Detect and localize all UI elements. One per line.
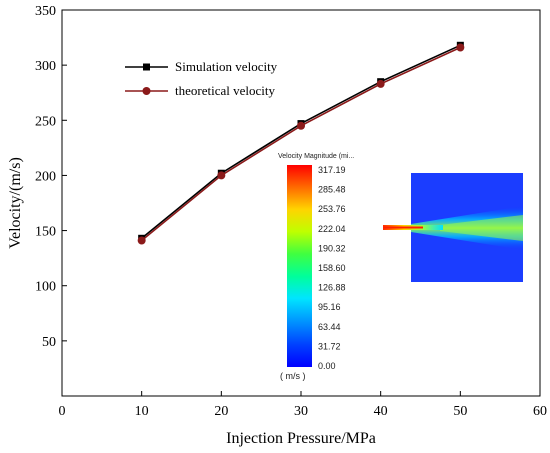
y-tick-label: 150 — [35, 225, 56, 240]
colorbar-labels: 317.19 285.48 253.76 222.04 190.32 158.60 126.… — [318, 165, 346, 371]
legend: Simulation velocity theoretical velocity — [125, 59, 278, 98]
x-tick-label: 0 — [59, 404, 66, 419]
colorbar-title: Velocity Magnitude (mi... — [278, 153, 354, 160]
theoretical-point — [376, 79, 385, 88]
series-layer — [137, 41, 465, 245]
colorbar-label: 317.19 — [318, 165, 346, 175]
colorbar-label: 285.48 — [318, 185, 346, 195]
theoretical-point — [137, 236, 146, 245]
x-axis: 0 10 20 30 40 50 60 — [59, 391, 547, 419]
colorbar — [287, 165, 312, 367]
colorbar-label: 222.04 — [318, 224, 346, 234]
colorbar-label: 0.00 — [318, 361, 336, 371]
x-tick-label: 40 — [374, 404, 388, 419]
colorbar-label: 190.32 — [318, 243, 346, 253]
x-tick-label: 20 — [214, 404, 228, 419]
y-tick-label: 50 — [42, 335, 56, 350]
x-axis-title: Injection Pressure/MPa — [226, 430, 376, 447]
x-tick-label: 10 — [135, 404, 149, 419]
y-tick-label: 200 — [35, 169, 56, 184]
legend-marker-square — [143, 63, 150, 71]
y-tick-label: 300 — [35, 59, 56, 74]
colorbar-label: 126.88 — [318, 283, 346, 293]
colorbar-label: 158.60 — [318, 263, 346, 273]
y-axis: 50 100 150 200 250 300 350 — [35, 4, 67, 350]
colorbar-label: 63.44 — [318, 322, 341, 332]
colorbar-label: 253.76 — [318, 204, 346, 214]
x-tick-label: 60 — [533, 404, 547, 419]
theoretical-point — [297, 121, 305, 130]
legend-label-theoretical: theoretical velocity — [175, 83, 275, 98]
x-tick-label: 30 — [294, 404, 308, 419]
y-axis-title: Velocity/(m/s) — [7, 157, 24, 249]
theoretical-point — [217, 171, 226, 180]
colorbar-label: 95.16 — [318, 302, 341, 312]
colorbar-unit: ( m/s ) — [280, 371, 306, 381]
y-tick-label: 100 — [35, 280, 56, 295]
legend-marker-circle — [142, 87, 151, 95]
colorbar-inset: Velocity Magnitude (mi... 317.19 285.48 25… — [278, 153, 354, 381]
colorbar-label: 31.72 — [318, 341, 341, 351]
y-tick-label: 350 — [35, 4, 56, 19]
jet-contour-image — [383, 173, 523, 282]
theoretical-point — [456, 43, 465, 52]
y-tick-label: 250 — [35, 114, 56, 129]
x-tick-label: 50 — [453, 404, 467, 419]
legend-label-simulation: Simulation velocity — [175, 59, 278, 74]
